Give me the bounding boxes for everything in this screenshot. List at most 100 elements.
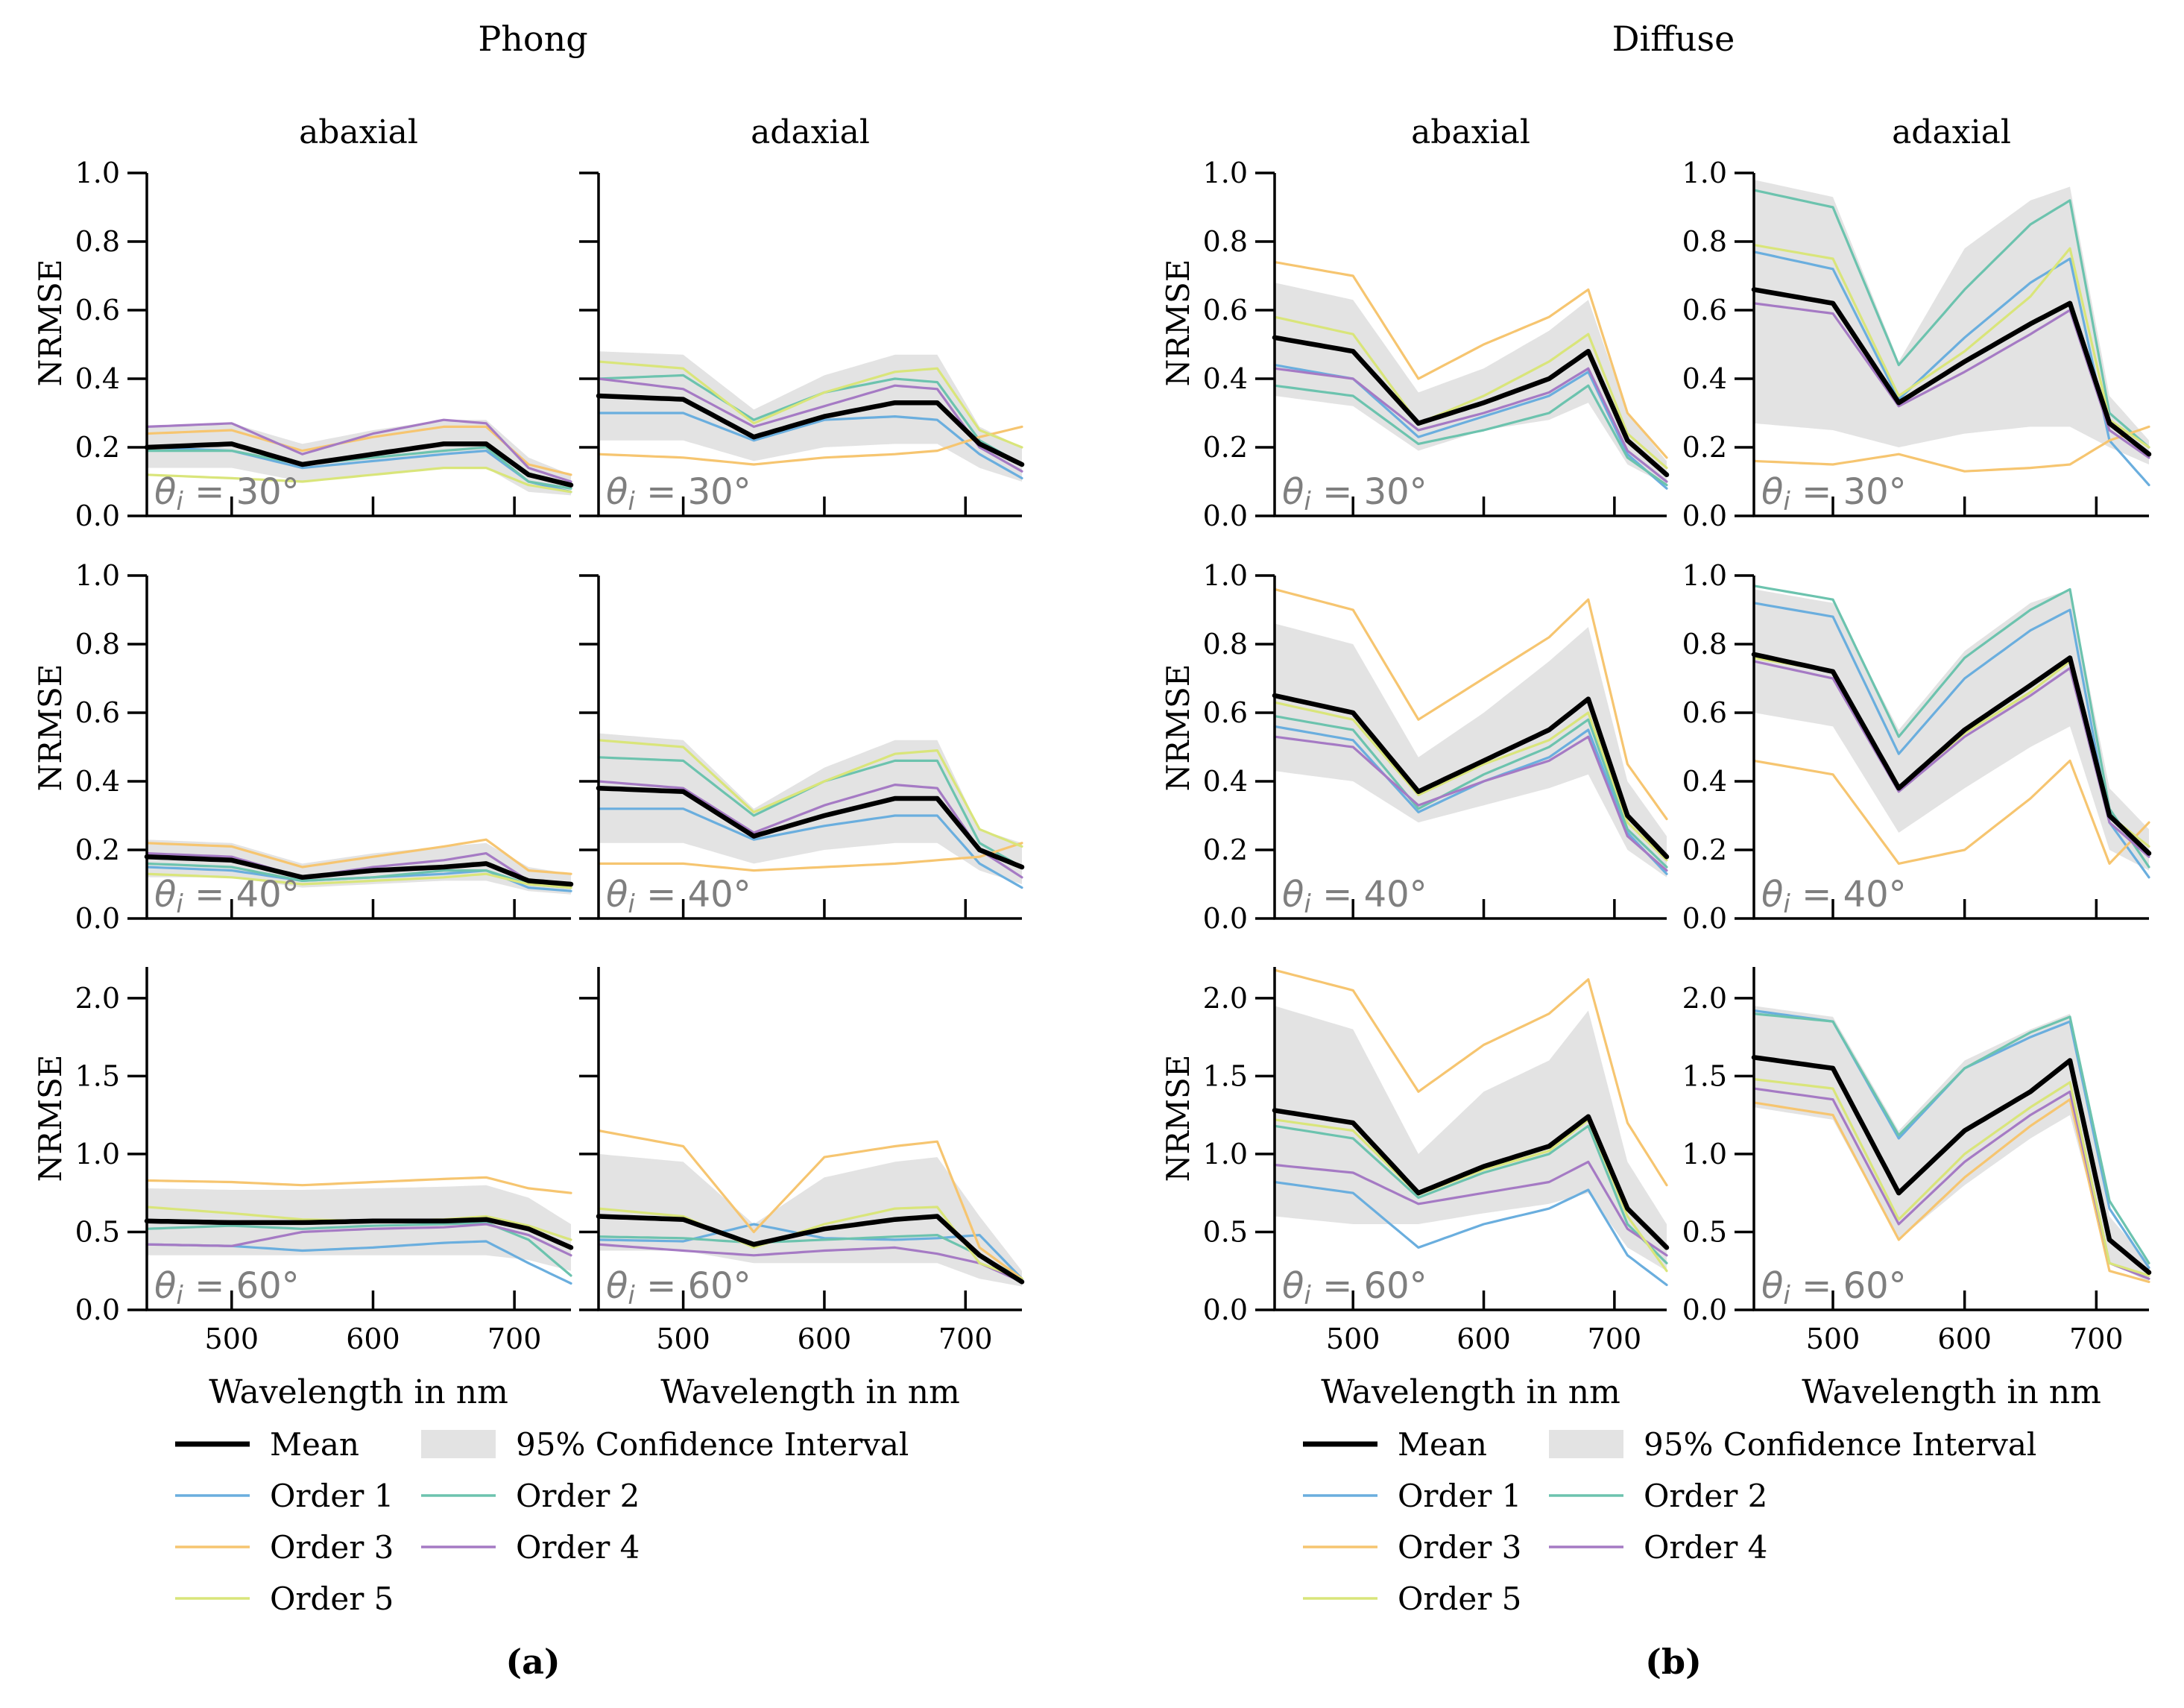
legend-b-label-order2: Order 2: [1644, 1478, 1767, 1514]
ylabel-a-row1: NRMSE: [32, 259, 69, 387]
ytick-label-diffuse-abaxial-30deg: 0.0: [1203, 500, 1248, 532]
series-order4-diffuse-abaxial-60deg: [1273, 1160, 1668, 1257]
ytick-label-diffuse-abaxial-40deg: 0.8: [1203, 628, 1248, 661]
series-order2-diffuse-adaxial-30deg: [1752, 189, 2150, 449]
legend-a-label-order4: Order 4: [516, 1529, 640, 1566]
xtick-label-diffuse-abaxial-60deg: 500: [1326, 1323, 1380, 1355]
subplot-phong-abaxial-30deg: 0.0 0.2 0.4 0.6 0.8 1.0 θi = 30°: [75, 157, 574, 532]
ci-band-diffuse-abaxial-30deg: [1275, 283, 1667, 485]
angle-label-phong-adaxial-40deg: θi = 40°: [606, 874, 751, 919]
xtick-label-phong-adaxial-60deg: 700: [938, 1323, 993, 1355]
ytick-label-phong-abaxial-40deg: 0.2: [75, 833, 120, 866]
ytick-label-diffuse-abaxial-40deg: 0.6: [1203, 696, 1248, 729]
legend-b: Mean 95% Confidence Interval Order 1 Ord…: [1303, 1426, 2036, 1617]
ytick-label-phong-abaxial-30deg: 0.0: [75, 500, 120, 532]
ytick-label-diffuse-adaxial-40deg: 0.2: [1682, 833, 1727, 866]
column-title-diffuse-adaxial: adaxial: [1892, 113, 2011, 151]
xtick-label-phong-abaxial-60deg: 700: [487, 1323, 542, 1355]
series-order4-diffuse-abaxial-40deg: [1273, 735, 1668, 872]
ci-band-phong-adaxial-40deg: [599, 733, 1022, 884]
ytick-label-diffuse-abaxial-60deg: 1.0: [1203, 1138, 1248, 1170]
subplots: 0.0 0.2 0.4 0.6 0.8 1.0 θi = 30° θi = 30° 0.0 0.2…: [75, 157, 2152, 1355]
ytick-label-diffuse-abaxial-30deg: 0.8: [1203, 225, 1248, 258]
series-order2-diffuse-abaxial-30deg: [1273, 384, 1668, 487]
subplot-phong-adaxial-40deg: θi = 40°: [579, 574, 1025, 920]
legend-a-label-order5: Order 5: [270, 1581, 394, 1617]
angle-label-phong-adaxial-30deg: θi = 30°: [606, 471, 751, 517]
panel-b-title: Diffuse: [1612, 19, 1735, 59]
xtick-label-diffuse-adaxial-60deg: 700: [2069, 1323, 2124, 1355]
series-order1-diffuse-adaxial-30deg: [1752, 250, 2150, 487]
angle-label-diffuse-abaxial-40deg: θi = 40°: [1282, 874, 1427, 919]
column-title-phong-adaxial: adaxial: [751, 113, 870, 151]
ytick-label-phong-abaxial-60deg: 2.0: [75, 982, 120, 1015]
series-order5-diffuse-adaxial-30deg: [1752, 244, 2150, 449]
ytick-label-phong-abaxial-30deg: 0.8: [75, 225, 120, 258]
series-order2-phong-abaxial-30deg: [145, 446, 572, 490]
ytick-label-diffuse-adaxial-40deg: 0.4: [1682, 765, 1727, 798]
legend-a-label-order1: Order 1: [270, 1478, 394, 1514]
ytick-label-diffuse-abaxial-60deg: 0.0: [1203, 1293, 1248, 1326]
series-order2-diffuse-abaxial-60deg: [1273, 1124, 1668, 1264]
legend-a-swatch-ci: [421, 1430, 496, 1458]
ytick-label-diffuse-abaxial-30deg: 1.0: [1203, 157, 1248, 189]
series-order3-phong-abaxial-40deg: [145, 838, 572, 875]
subplot-phong-abaxial-40deg: 0.0 0.2 0.4 0.6 0.8 1.0 θi = 40°: [75, 559, 574, 935]
series-order3-diffuse-abaxial-60deg: [1273, 968, 1668, 1187]
subplot-diffuse-abaxial-40deg: 0.0 0.2 0.4 0.6 0.8 1.0 θi = 40°: [1203, 559, 1670, 935]
ytick-label-diffuse-adaxial-60deg: 0.0: [1682, 1293, 1727, 1326]
series-order2-phong-abaxial-40deg: [145, 862, 572, 889]
caption-a: (a): [505, 1642, 560, 1682]
legend-b-label-order4: Order 4: [1644, 1529, 1767, 1566]
legend-a: Mean 95% Confidence Interval Order 1 Ord…: [175, 1426, 909, 1617]
ytick-label-diffuse-abaxial-40deg: 0.0: [1203, 902, 1248, 935]
ytick-label-diffuse-adaxial-30deg: 0.6: [1682, 294, 1727, 327]
xtick-label-phong-adaxial-60deg: 600: [798, 1323, 852, 1355]
series-mean-diffuse-adaxial-40deg: [1751, 652, 2152, 856]
angle-label-phong-abaxial-30deg: θi = 30°: [154, 471, 300, 517]
legend-b-label-order5: Order 5: [1398, 1581, 1521, 1617]
series-order5-diffuse-abaxial-30deg: [1273, 315, 1668, 470]
xtick-label-diffuse-adaxial-60deg: 500: [1806, 1323, 1860, 1355]
legend-b-label-order1: Order 1: [1398, 1478, 1521, 1514]
series-order3-diffuse-adaxial-30deg: [1752, 425, 2150, 473]
ytick-label-diffuse-adaxial-40deg: 0.8: [1682, 628, 1727, 661]
angle-label-diffuse-adaxial-40deg: θi = 40°: [1761, 874, 1907, 919]
angle-label-diffuse-abaxial-30deg: θi = 30°: [1282, 471, 1427, 517]
legend-a-label-mean: Mean: [270, 1426, 359, 1463]
xlabel-diffuse-abaxial: Wavelength in nm: [1321, 1373, 1620, 1411]
ytick-label-diffuse-abaxial-30deg: 0.2: [1203, 431, 1248, 464]
series-order3-diffuse-abaxial-40deg: [1273, 587, 1668, 821]
ytick-label-diffuse-adaxial-60deg: 1.0: [1682, 1138, 1727, 1170]
series-mean-diffuse-abaxial-30deg: [1272, 335, 1670, 478]
ytick-label-phong-abaxial-60deg: 0.5: [75, 1215, 120, 1248]
series-order2-diffuse-adaxial-60deg: [1752, 1012, 2150, 1264]
subplot-diffuse-adaxial-60deg: 0.0 0.5 1.0 1.5 2.0 500 600 700 θi = 60°: [1682, 967, 2152, 1355]
ytick-label-phong-abaxial-30deg: 0.4: [75, 362, 120, 395]
subplot-diffuse-adaxial-30deg: 0.0 0.2 0.4 0.6 0.8 1.0 θi = 30°: [1682, 157, 2152, 532]
angle-label-diffuse-adaxial-30deg: θi = 30°: [1761, 471, 1907, 517]
ytick-label-diffuse-adaxial-60deg: 2.0: [1682, 982, 1727, 1015]
series-mean-phong-abaxial-60deg: [144, 1217, 574, 1250]
series-order1-diffuse-abaxial-40deg: [1273, 725, 1668, 875]
series-order2-diffuse-adaxial-40deg: [1752, 584, 2150, 869]
ytick-label-diffuse-abaxial-30deg: 0.4: [1203, 362, 1248, 395]
angle-label-phong-abaxial-40deg: θi = 40°: [154, 874, 300, 919]
xlabel-diffuse-adaxial: Wavelength in nm: [1802, 1373, 2101, 1411]
ytick-label-phong-abaxial-30deg: 0.2: [75, 431, 120, 464]
xtick-label-diffuse-abaxial-60deg: 700: [1588, 1323, 1642, 1355]
ytick-label-phong-abaxial-40deg: 0.6: [75, 696, 120, 729]
ylabel-a-row2: NRMSE: [32, 664, 69, 792]
xtick-label-diffuse-abaxial-60deg: 600: [1456, 1323, 1511, 1355]
ytick-label-diffuse-abaxial-60deg: 2.0: [1203, 982, 1248, 1015]
ytick-label-diffuse-adaxial-60deg: 0.5: [1682, 1215, 1727, 1248]
series-order4-phong-adaxial-60deg: [597, 1243, 1023, 1283]
series-mean-diffuse-abaxial-60deg: [1272, 1108, 1670, 1250]
subplot-diffuse-abaxial-60deg: 0.0 0.5 1.0 1.5 2.0 500 600 700 θi = 60°: [1203, 967, 1670, 1355]
series-order3-phong-adaxial-40deg: [597, 842, 1023, 872]
ytick-label-diffuse-abaxial-60deg: 1.5: [1203, 1059, 1248, 1092]
legend-b-label-order3: Order 3: [1398, 1529, 1521, 1566]
series-order1-diffuse-adaxial-40deg: [1752, 602, 2150, 879]
angle-label-diffuse-abaxial-60deg: θi = 60°: [1282, 1265, 1427, 1311]
series-mean-diffuse-abaxial-40deg: [1272, 693, 1670, 860]
